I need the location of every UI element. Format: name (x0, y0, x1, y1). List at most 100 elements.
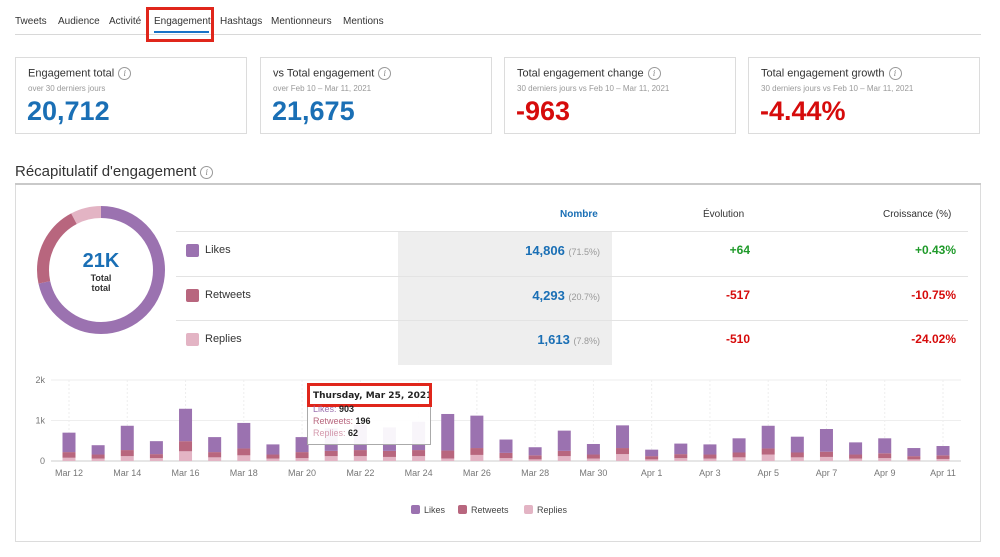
bar-retweets (936, 455, 950, 459)
bar-likes (645, 449, 659, 457)
likes-color-swatch (186, 244, 199, 257)
bar-retweets (819, 451, 833, 457)
bar-retweets (528, 455, 542, 460)
section-divider (15, 183, 981, 185)
bar-likes (907, 448, 921, 457)
y-tick-label: 0 (40, 456, 45, 466)
replies-growth: -24.02% (911, 332, 956, 346)
bar-retweets (470, 448, 484, 455)
row-label-retweets: Retweets (205, 289, 251, 301)
row-divider (176, 276, 968, 277)
info-icon[interactable]: i (378, 67, 392, 80)
legend-retweets[interactable]: Retweets (458, 505, 509, 515)
bar-likes (761, 425, 775, 449)
bar-retweets (586, 454, 600, 459)
card-title: Total engagement change i (517, 67, 661, 80)
bar-retweets (499, 452, 513, 459)
bar-replies (353, 456, 367, 461)
bar-replies (732, 457, 746, 461)
bar-retweets (703, 454, 717, 459)
column-header-evolution[interactable]: Évolution (703, 209, 745, 220)
section-title: Récapitulatif d'engagement i (15, 163, 214, 180)
tab-engagement[interactable]: Engagement (154, 16, 211, 27)
bar-retweets (907, 456, 921, 460)
bar-replies (441, 458, 455, 461)
donut-label: Total (90, 273, 112, 283)
legend-replies[interactable]: Replies (524, 505, 567, 515)
card-subtitle: over 30 derniers jours (28, 84, 106, 93)
bar-replies (819, 456, 833, 461)
tab-audience[interactable]: Audience (58, 16, 100, 27)
bar-retweets (324, 450, 338, 457)
bar-retweets (849, 454, 863, 459)
tooltip-retweets: Retweets: 196 (313, 416, 371, 426)
bar-retweets (441, 450, 455, 459)
bar-replies (91, 458, 105, 461)
bar-retweets (761, 448, 775, 455)
info-icon[interactable]: i (888, 67, 902, 80)
likes-growth: +0.43% (914, 243, 956, 257)
retweets-evolution: -517 (725, 288, 750, 302)
bar-retweets (62, 452, 76, 458)
tab-mentions[interactable]: Mentions (343, 16, 384, 27)
bar-likes (441, 413, 455, 451)
x-tick-label: Apr 3 (699, 468, 721, 478)
bar-replies (878, 458, 892, 461)
retweets-number: 4,293 (20.7%) (532, 288, 600, 303)
bar-replies (936, 458, 950, 461)
column-header-croissance[interactable]: Croissance (%) (883, 209, 952, 220)
bar-replies (208, 457, 222, 461)
bar-retweets (179, 441, 193, 452)
legend-swatch (524, 505, 533, 514)
retweets-color-swatch (186, 289, 199, 302)
row-label-likes: Likes (205, 244, 231, 256)
bar-replies (470, 454, 484, 461)
table-header-divider (176, 231, 968, 232)
x-tick-label: Apr 9 (874, 468, 896, 478)
tab-mentionneurs[interactable]: Mentionneurs (271, 16, 332, 27)
tab-highlight-box (146, 7, 214, 42)
column-header-nombre[interactable]: Nombre (560, 209, 598, 220)
bar-retweets (878, 453, 892, 459)
card-vs-total-engagement: vs Total engagement i over Feb 10 – Mar 1… (260, 57, 492, 134)
info-icon[interactable]: i (200, 165, 214, 179)
info-icon[interactable]: i (647, 67, 661, 80)
bar-likes (470, 415, 484, 449)
bar-replies (382, 456, 396, 461)
bar-likes (849, 442, 863, 455)
x-tick-label: Mar 14 (113, 468, 141, 478)
tooltip-likes: Likes: 903 (313, 404, 355, 414)
bar-likes (616, 425, 630, 449)
x-tick-label: Mar 24 (405, 468, 433, 478)
tab-hashtags[interactable]: Hashtags (220, 16, 263, 27)
y-tick-label: 2k (35, 375, 45, 385)
card-engagement-total: Engagement total i over 30 derniers jours… (15, 57, 247, 134)
x-tick-label: Mar 28 (521, 468, 549, 478)
legend-swatch (411, 505, 420, 514)
info-icon[interactable]: i (118, 67, 132, 80)
tab-tweets[interactable]: Tweets (15, 16, 47, 27)
bar-replies (586, 458, 600, 461)
bar-retweets (208, 452, 222, 458)
bar-retweets (266, 454, 280, 459)
x-tick-label: Apr 11 (930, 468, 956, 478)
bar-likes (91, 445, 105, 455)
bar-likes (208, 437, 222, 453)
card-value: -963 (516, 96, 571, 126)
x-tick-label: Mar 20 (288, 468, 316, 478)
bar-retweets (790, 452, 804, 458)
likes-evolution: +64 (729, 243, 750, 257)
tab-activite[interactable]: Activité (109, 16, 142, 27)
x-tick-label: Mar 26 (463, 468, 491, 478)
bar-retweets (237, 448, 251, 456)
bar-likes (936, 446, 950, 456)
bar-likes (499, 439, 513, 453)
x-tick-label: Mar 16 (172, 468, 200, 478)
bar-replies (149, 458, 163, 461)
legend-likes[interactable]: Likes (411, 505, 445, 515)
bar-likes (674, 443, 688, 455)
nombre-column-highlight (398, 232, 612, 365)
bar-likes (266, 444, 280, 455)
bar-likes (557, 430, 571, 451)
bar-likes (878, 438, 892, 454)
